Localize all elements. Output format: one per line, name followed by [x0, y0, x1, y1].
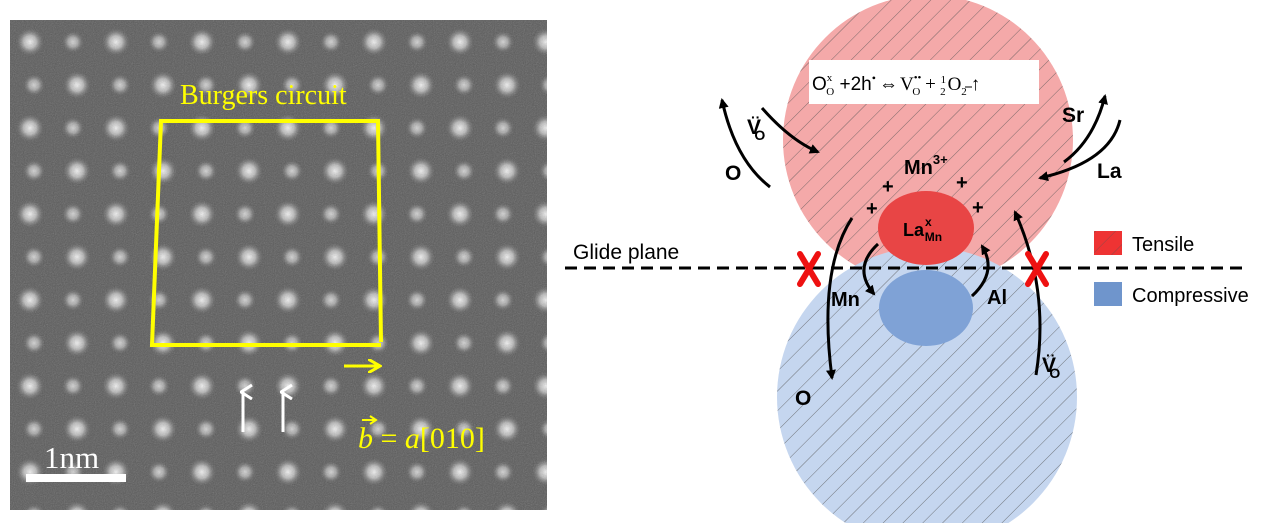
mn3-label: Mn3+ — [904, 152, 948, 179]
oxygen-left-label: O — [725, 162, 741, 185]
charge-plus: + — [866, 198, 878, 220]
left-outer-arrow — [826, 217, 854, 380]
right-outer-arrow — [1013, 210, 1042, 376]
legend-label-tensile: Tensile — [1132, 234, 1194, 256]
burgers-vector-symbol: b — [358, 422, 373, 455]
charge-plus: + — [972, 197, 984, 219]
charge-plus: + — [956, 172, 968, 194]
blocked-mark-left — [797, 251, 821, 287]
mn-down-arrow — [862, 242, 880, 296]
scale-bar-label: 1nm — [44, 440, 99, 475]
la-label: La — [1097, 160, 1122, 183]
tensile-core — [878, 191, 974, 265]
oxygen-down-label: O — [795, 387, 811, 410]
hole-charges: + + + + — [866, 172, 984, 220]
sr-label: Sr — [1062, 104, 1084, 127]
legend-label-compressive: Compressive — [1132, 285, 1249, 307]
burgers-circuit-label: Burgers circuit — [180, 80, 347, 111]
burgers-vector-label: b = a[010] — [358, 422, 485, 455]
vacancy-in-arrow — [760, 107, 820, 154]
compressive-core — [879, 270, 973, 346]
stem-noise — [10, 20, 547, 510]
defect-schematic: Ox O +2h• ⇔ V•• O + 1 2 O2 ↑ Glide plane V·· O O… — [565, 0, 1249, 523]
legend-swatch-compressive — [1094, 282, 1122, 306]
defect-reaction: Ox O +2h• ⇔ V•• O + 1 2 O2 ↑ — [812, 71, 980, 98]
burgers-circuit-loop — [149, 119, 383, 347]
al-up-arrow — [970, 244, 991, 298]
vacancy-bottom-label: V·· O — [1042, 347, 1060, 381]
scale-bar — [26, 474, 126, 482]
legend: Tensile Compressive — [1094, 231, 1249, 307]
reaction-box — [809, 60, 1039, 104]
vector-overarrow-head — [369, 415, 378, 425]
vacancy-top-label: V·· O — [747, 109, 765, 143]
charge-plus: + — [882, 176, 894, 198]
la-in-arrow — [1038, 119, 1122, 182]
glide-plane-label: Glide plane — [573, 241, 679, 264]
stem-image-panel: Burgers circuit b = a[010] 1nm — [10, 20, 547, 510]
compressive-region-hatch — [777, 247, 1077, 523]
la-mn-label: Lax Mn — [903, 215, 942, 244]
al-up-label: Al — [987, 287, 1007, 309]
sr-out-arrow — [1063, 94, 1108, 164]
mn-down-label: Mn — [831, 289, 860, 311]
blocked-mark-right — [1025, 251, 1049, 287]
oxygen-out-arrow — [718, 98, 771, 189]
